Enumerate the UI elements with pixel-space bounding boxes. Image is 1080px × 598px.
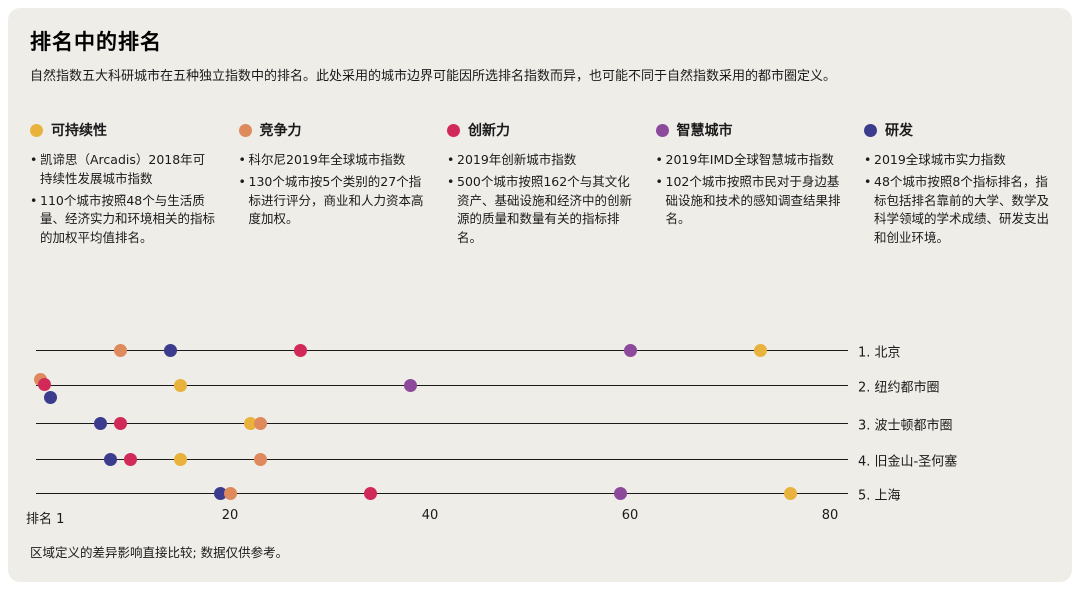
data-point-innovation (123, 452, 137, 466)
data-point-competitiveness (223, 486, 237, 500)
city-label: 3. 波士顿都市圈 (858, 418, 953, 434)
data-point-rd (213, 486, 227, 500)
innovation-dot-icon (447, 123, 460, 137)
legend-title-smart-city: 智慧城市 (676, 123, 733, 139)
data-point-rd (163, 343, 177, 357)
data-point-competitiveness (253, 452, 267, 466)
data-point-competitiveness (253, 416, 267, 430)
data-point-smart_city (623, 343, 637, 357)
data-point-smart_city (613, 486, 627, 500)
legend-bullet: 2019年IMD全球智慧城市指数 (656, 151, 842, 170)
legend-bullet: 2019年创新城市指数 (447, 151, 633, 170)
rd-dot-icon (864, 123, 877, 137)
legend-bullet: 48个城市按照8个指标排名，指标包括排名靠前的大学、数学及科学领域的学术成绩、研… (864, 173, 1050, 248)
legend-col-smart-city: 智慧城市 2019年IMD全球智慧城市指数 102个城市按照市民对于身边基础设施… (655, 120, 842, 251)
city-axis-line (36, 493, 848, 494)
x-axis-tick-label: 80 (821, 508, 839, 523)
data-point-innovation (293, 343, 307, 357)
legend-bullet: 500个城市按照162个与其文化资产、基础设施和经济中的创新源的质量和数量有关的… (447, 173, 633, 248)
data-point-sustainability (173, 452, 187, 466)
rankings-dot-plot: 1. 北京 2. 纽约都市圈 3. 波士顿都市圈 4. 旧金山-圣何塞 5. 上海排名 … (8, 8, 1072, 582)
chart-legend: 可持续性 凯谛思（Arcadis）2018年可持续性发展城市指数 110个城市按… (30, 120, 1050, 251)
page-subtitle: 自然指数五大科研城市在五种独立指数中的排名。此处采用的城市边界可能因所选排名指数… (30, 69, 837, 84)
legend-bullet: 科尔尼2019年全球城市指数 (239, 151, 425, 170)
city-label: 5. 上海 (858, 488, 901, 504)
legend-bullet: 2019全球城市实力指数 (864, 151, 1050, 170)
legend-col-innovation: 创新力 2019年创新城市指数 500个城市按照162个与其文化资产、基础设施和… (447, 120, 633, 251)
x-axis-tick-label: 20 (221, 508, 239, 523)
city-axis-line (36, 459, 848, 460)
data-point-smart_city (403, 378, 417, 392)
legend-bullet: 130个城市按5个类别的27个指标进行评分，商业和人力资本高度加权。 (239, 173, 425, 229)
smart-city-dot-icon (655, 123, 669, 137)
city-axis-line (36, 350, 848, 351)
data-point-sustainability (753, 343, 767, 357)
legend-title-sustainability: 可持续性 (51, 123, 107, 139)
city-axis-line (36, 423, 848, 424)
legend-title-competitiveness: 竞争力 (259, 123, 302, 139)
legend-title-innovation: 创新力 (468, 123, 510, 139)
legend-bullet: 102个城市按照市民对于身边基础设施和技术的感知调查结果排名。 (656, 173, 842, 229)
x-axis-tick-label: 40 (421, 508, 439, 523)
infographic-card: 排名中的排名 自然指数五大科研城市在五种独立指数中的排名。此处采用的城市边界可能… (8, 8, 1072, 582)
competitiveness-dot-icon (238, 123, 252, 137)
data-point-sustainability (783, 486, 797, 500)
data-point-sustainability (243, 416, 257, 430)
page-title: 排名中的排名 (30, 30, 162, 54)
legend-col-sustainability: 可持续性 凯谛思（Arcadis）2018年可持续性发展城市指数 110个城市按… (30, 120, 216, 251)
legend-bullet: 凯谛思（Arcadis）2018年可持续性发展城市指数 (30, 151, 216, 189)
x-axis-tick-label: 排名 1 (26, 512, 65, 527)
x-axis-tick-label: 60 (621, 508, 639, 523)
legend-bullet: 110个城市按照48个与生活质量、经济实力和环境相关的指标的加权平均值排名。 (30, 192, 216, 248)
data-point-innovation (37, 377, 51, 391)
data-point-rd (43, 390, 57, 404)
data-point-innovation (363, 486, 377, 500)
legend-col-rd: 研发 2019全球城市实力指数 48个城市按照8个指标排名，指标包括排名靠前的大… (864, 120, 1050, 251)
data-point-rd (93, 416, 107, 430)
data-point-rd (103, 452, 117, 466)
legend-col-competitiveness: 竞争力 科尔尼2019年全球城市指数 130个城市按5个类别的27个指标进行评分… (238, 120, 425, 251)
data-point-sustainability (173, 378, 187, 392)
city-label: 4. 旧金山-圣何塞 (858, 454, 958, 470)
city-label: 2. 纽约都市圈 (858, 380, 940, 396)
city-axis-line (36, 385, 848, 386)
city-label: 1. 北京 (858, 345, 901, 361)
sustainability-dot-icon (30, 123, 43, 137)
legend-title-rd: 研发 (885, 123, 913, 139)
data-point-innovation (113, 416, 127, 430)
footnote: 区域定义的差异影响直接比较; 数据仅供参考。 (30, 545, 289, 560)
data-point-competitiveness (113, 343, 127, 357)
